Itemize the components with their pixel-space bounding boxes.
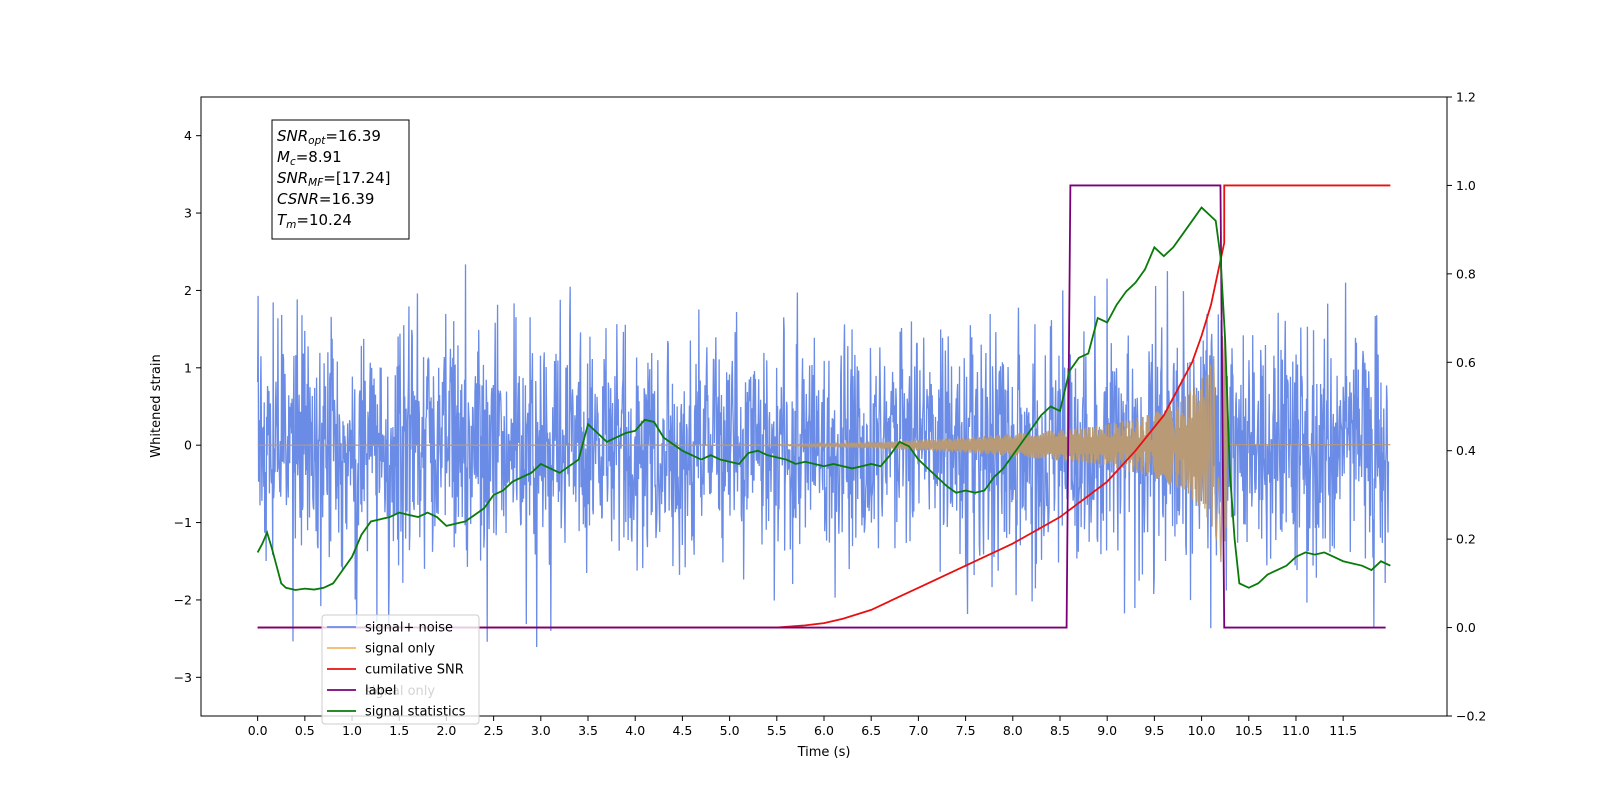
y-left-tick-label: 3 [184,206,192,221]
x-tick-label: 5.0 [720,723,740,738]
series-layer [256,184,1391,647]
stats-annotation-box: SNRopt=16.39Mc=8.91SNRMF=[17.24]CSNR=16.… [271,119,410,240]
annotation-symbol: SNR [277,169,308,187]
x-tick-label: 3.5 [578,723,598,738]
y-left-tick-label: 0 [184,438,192,453]
y-right-tick-label: 0.8 [1456,266,1476,281]
x-tick-label: 5.5 [767,723,787,738]
legend-label: cumilative SNR [365,663,464,678]
x-tick-label: 3.0 [531,723,551,738]
series-cumulative-snr [257,184,1391,629]
y-right-tick-label: 1.0 [1456,178,1476,193]
y-axis-right: −0.2 0.0 0.2 0.4 0.6 0.8 1.0 1.2 [1447,90,1486,724]
annotation-symbol: CSNR [277,190,319,208]
x-tick-label: 9.5 [1144,723,1164,738]
x-axis-label: Time (s) [797,745,851,760]
annotation-value: =16.39 [325,127,381,145]
annotation-line: SNRopt=16.39 [277,127,381,147]
annotation-symbol: M [277,148,290,166]
annotation-value: =10.24 [296,211,352,229]
series-label [257,184,1386,629]
annotation-value: =8.91 [296,148,342,166]
y-left-tick-label: −2 [174,592,192,607]
y-left-tick-label: 1 [184,360,192,375]
annotation-line: Mc=8.91 [277,148,342,168]
annotation-line: CSNR=16.39 [277,190,374,208]
x-tick-label: 2.0 [436,723,456,738]
x-tick-label: 7.5 [956,723,976,738]
annotation-value: =[17.24] [323,169,390,187]
y-left-tick-label: 2 [184,283,192,298]
x-tick-label: 11.5 [1329,723,1357,738]
annotation-subscript: opt [308,135,326,147]
x-tick-label: 10.5 [1235,723,1263,738]
y-left-tick-label: 4 [184,128,192,143]
annotation-subscript: c [290,156,296,168]
series-signal-statistics [256,206,1391,591]
y-axis-left: −3 −2 −1 0 1 2 3 4 [174,128,201,685]
x-tick-label: 6.5 [861,723,881,738]
x-tick-label: 8.0 [1003,723,1023,738]
x-tick-label: 1.0 [342,723,362,738]
y-right-tick-label: 0.0 [1456,620,1476,635]
y-left-tick-label: −1 [174,515,192,530]
y-right-tick-label: 0.4 [1456,443,1476,458]
annotation-symbol: SNR [277,127,308,145]
legend-frame [321,614,480,725]
annotation-symbol: T [277,211,288,229]
y-left-tick-label: −3 [174,670,192,685]
y-axis-label-left: Whitened strain [149,354,164,457]
legend-label: signal only [365,642,435,657]
x-tick-label: 6.0 [814,723,834,738]
y-right-tick-label: 1.2 [1456,90,1476,105]
x-tick-label: 7.0 [908,723,928,738]
legend-label: signal statistics [365,705,466,720]
x-axis: 0.0 0.5 1.0 1.5 2.0 2.5 3.0 3.5 4.0 4.5 5.0 5.5 6.0 6… [248,716,1357,738]
legend-label: signal+ noise [365,621,453,636]
x-tick-label: 8.5 [1050,723,1070,738]
legend-faded-text: signal only [365,684,435,699]
annotation-value: =16.39 [319,190,375,208]
y-right-tick-label: 0.2 [1456,532,1476,547]
x-tick-label: 10.0 [1188,723,1216,738]
annotation-subscript: MF [308,177,324,189]
annotation-subscript: m [286,219,296,231]
x-tick-label: 2.5 [484,723,504,738]
legend-label: label [365,684,396,699]
annotation-frame [271,119,410,240]
x-tick-label: 0.0 [248,723,268,738]
x-tick-label: 0.5 [295,723,315,738]
x-tick-label: 4.5 [672,723,692,738]
y-right-tick-label: 0.6 [1456,355,1476,370]
x-tick-label: 9.0 [1097,723,1117,738]
series-signal-only [257,328,1391,563]
x-tick-label: 4.0 [625,723,645,738]
y-right-tick-label: −0.2 [1456,709,1486,724]
legend: signal only signal+ noise signal only cumil… [321,614,480,725]
annotation-line: Tm=10.24 [277,211,352,231]
x-tick-label: 1.5 [389,723,409,738]
x-tick-label: 11.0 [1282,723,1310,738]
annotation-line: SNRMF=[17.24] [277,169,391,189]
